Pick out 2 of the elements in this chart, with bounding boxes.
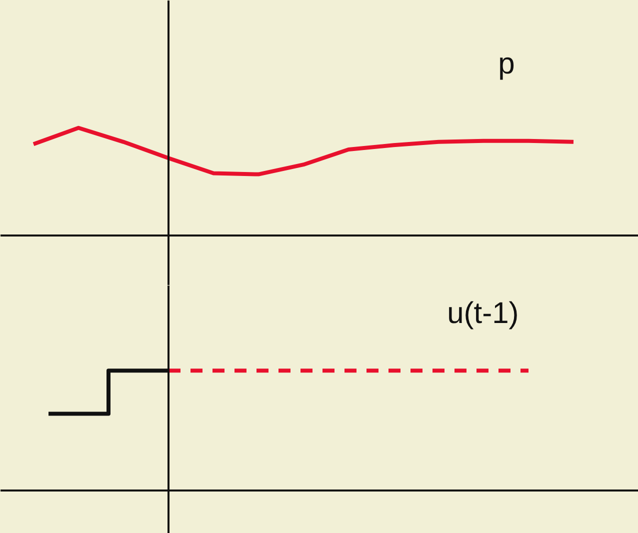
text: u(t-1) bbox=[447, 297, 519, 330]
text: p bbox=[498, 47, 515, 80]
